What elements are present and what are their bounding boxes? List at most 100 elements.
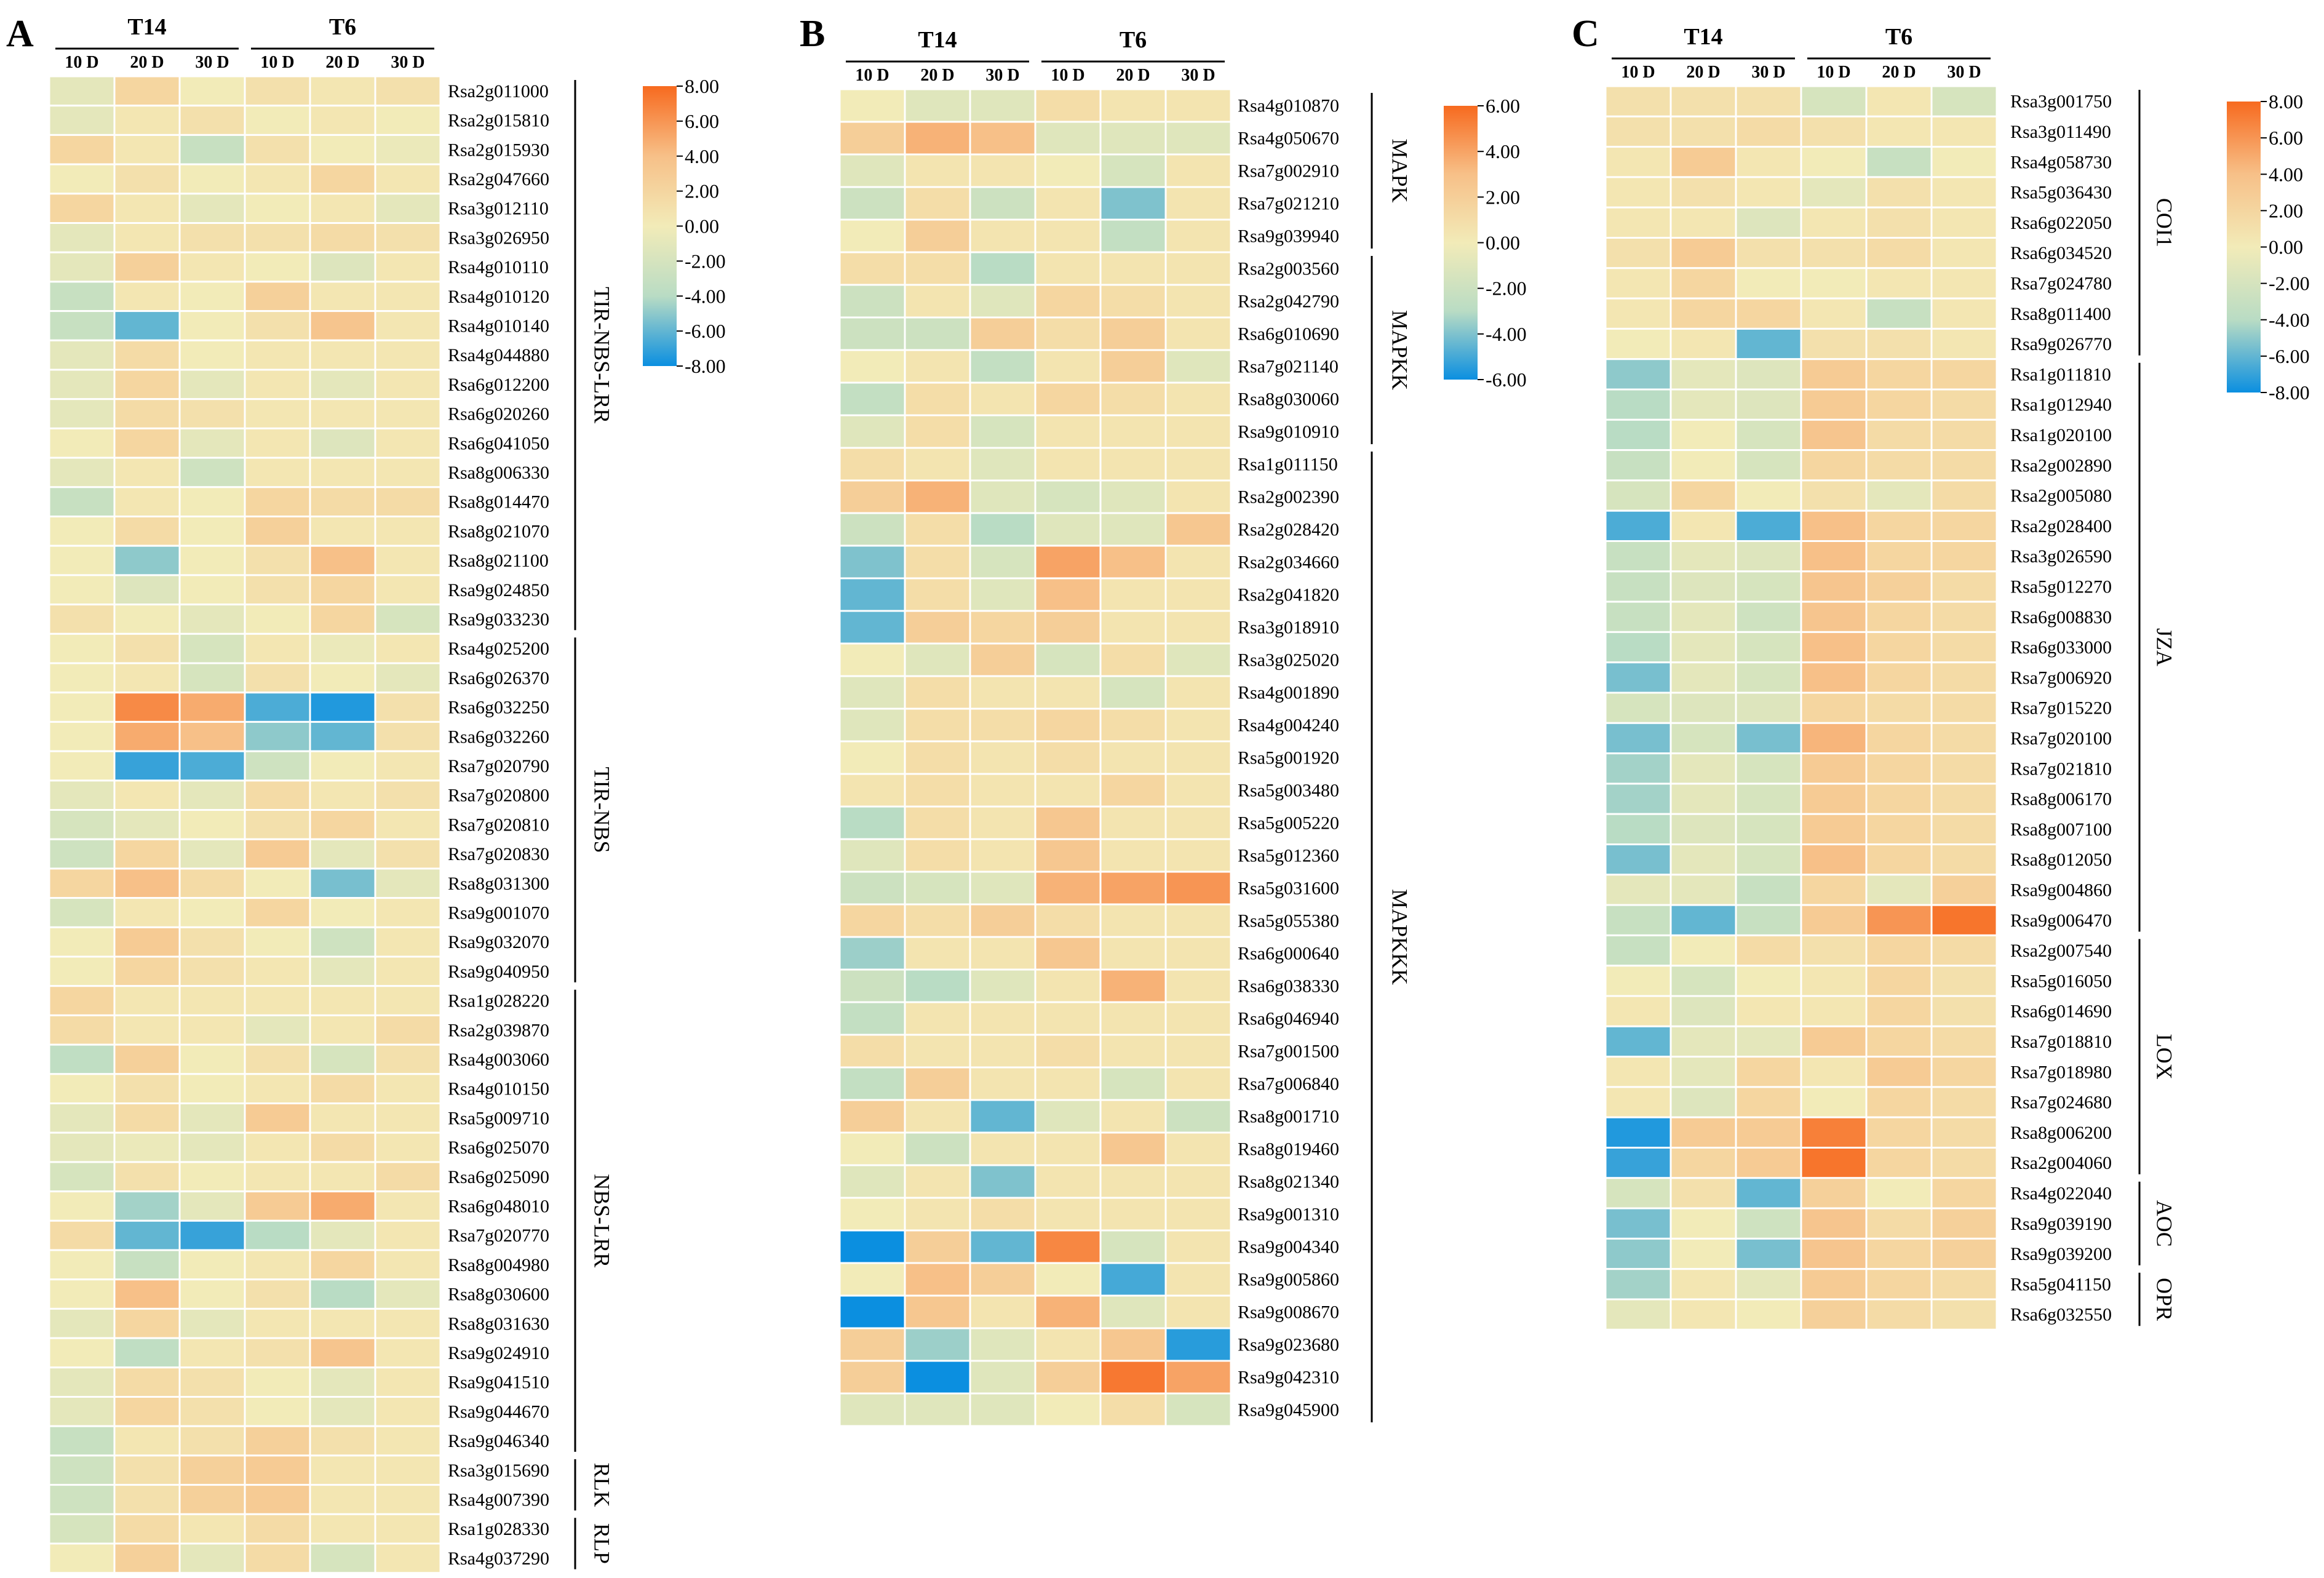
gene-label: Rsa6g032550	[2010, 1305, 2112, 1325]
heatmap-cell	[1930, 600, 1998, 633]
heatmap-cell	[113, 251, 181, 283]
heatmap-cell	[244, 1219, 311, 1251]
heatmap-cell	[1164, 153, 1232, 188]
gene-label: Rsa9g032070	[448, 932, 549, 952]
heatmap-cell	[969, 447, 1037, 482]
heatmap-cell	[1669, 327, 1737, 361]
heatmap-cell	[178, 867, 246, 899]
heatmap-cell	[838, 610, 906, 645]
heatmap-cell	[113, 1366, 181, 1398]
heatmap-cell	[969, 707, 1037, 743]
heatmap-cell	[1865, 934, 1933, 967]
heatmap-cell	[1099, 1034, 1167, 1069]
heatmap-cell	[113, 486, 181, 517]
heatmap-cell	[374, 632, 442, 664]
heatmap-cell	[1099, 186, 1167, 221]
heatmap-cell	[1669, 570, 1737, 603]
heatmap-cell	[1669, 1237, 1737, 1270]
heatmap-cell	[904, 773, 971, 808]
heatmap-cell	[1034, 1262, 1102, 1297]
heatmap-cell	[113, 516, 181, 547]
legend-tick-label: 6.00	[1486, 95, 1520, 117]
heatmap-cell	[969, 512, 1037, 547]
heatmap-cell	[1865, 813, 1933, 845]
gene-label: Rsa9g033230	[448, 609, 549, 629]
heatmap-cell	[1099, 381, 1167, 416]
heatmap-cell	[1669, 965, 1737, 997]
gene-label: Rsa9g041510	[448, 1373, 549, 1393]
heatmap-cell	[244, 398, 311, 429]
heatmap-cell	[1930, 874, 1998, 906]
heatmap-cell	[1604, 85, 1672, 118]
heatmap-cell	[1865, 237, 1933, 269]
gene-label: Rsa3g012110	[448, 199, 549, 219]
heatmap-cell	[1034, 1392, 1102, 1427]
gene-label: Rsa9g010910	[1238, 422, 1339, 442]
heatmap-cell	[969, 1392, 1037, 1427]
heatmap-cell	[1164, 936, 1232, 971]
heatmap-cell	[969, 577, 1037, 612]
gene-label: Rsa9g001310	[1238, 1205, 1339, 1225]
gene-label: Rsa1g028330	[448, 1519, 549, 1539]
heatmap-cell	[1735, 722, 1802, 755]
heatmap-cell	[244, 1014, 311, 1046]
heatmap-cell	[969, 1360, 1037, 1395]
heatmap-cell	[969, 610, 1037, 645]
heatmap-cell	[113, 1161, 181, 1193]
heatmap-cell	[48, 662, 116, 694]
heatmap-cell	[374, 1454, 442, 1486]
heatmap-cell	[48, 133, 116, 165]
heatmap-cell	[309, 544, 376, 576]
family-label: OPR	[2152, 1278, 2177, 1321]
heatmap-cell	[244, 1161, 311, 1193]
heatmap-cell	[178, 1131, 246, 1163]
heatmap-cell	[309, 691, 376, 723]
heatmap-cell	[1099, 479, 1167, 514]
heatmap-cell	[1034, 316, 1102, 351]
panel-letter: A	[6, 13, 34, 55]
heatmap-cell	[1930, 267, 1998, 300]
heatmap-cell	[1930, 1086, 1998, 1118]
heatmap-cell	[1099, 1327, 1167, 1362]
heatmap-cell	[1669, 1147, 1737, 1179]
heatmap-cell	[1099, 968, 1167, 1003]
gene-label: Rsa7g020810	[448, 815, 549, 835]
heatmap-cell	[113, 1337, 181, 1369]
gene-label: Rsa6g032250	[448, 698, 549, 718]
heatmap-cell	[1099, 1229, 1167, 1264]
heatmap-cell	[309, 574, 376, 606]
heatmap-cell	[1735, 540, 1802, 573]
heatmap-cell	[374, 456, 442, 488]
heatmap-cell	[1800, 449, 1868, 482]
heatmap-cell	[1865, 1025, 1933, 1058]
heatmap-cell	[48, 1366, 116, 1398]
gene-label: Rsa5g012270	[2010, 576, 2112, 597]
heatmap-cell	[178, 1219, 246, 1251]
heatmap-cell	[1034, 251, 1102, 286]
gene-label: Rsa2g047660	[448, 169, 549, 189]
gene-label: Rsa2g041820	[1238, 585, 1339, 605]
heatmap-cell	[374, 105, 442, 136]
heatmap-cell	[374, 1043, 442, 1075]
heatmap-panel-B: B T14 T6 10 D 20 D 30 D 10 D 20 D 30 D Rsa4g01087…	[800, 13, 1527, 1427]
heatmap-cell	[1735, 874, 1802, 906]
gene-label: Rsa8g006170	[2010, 789, 2112, 810]
heatmap-cell	[1604, 813, 1672, 845]
heatmap-cell	[1669, 1177, 1737, 1209]
heatmap-cell	[1164, 675, 1232, 710]
heatmap-cell	[113, 456, 181, 488]
heatmap-cell	[1604, 1207, 1672, 1240]
heatmap-cell	[1800, 267, 1868, 300]
heatmap-cell	[1735, 1056, 1802, 1088]
heatmap-cell	[1930, 965, 1998, 997]
heatmap-cell	[1865, 1298, 1933, 1331]
heatmap-cell	[904, 838, 971, 873]
heatmap-cell	[374, 750, 442, 782]
heatmap-cell	[969, 968, 1037, 1003]
heatmap-cell	[113, 427, 181, 459]
heatmap-cell	[1669, 783, 1737, 815]
heatmap-cell	[1930, 327, 1998, 361]
heatmap-cell	[374, 163, 442, 195]
heatmap-cell	[244, 720, 311, 752]
gene-label: Rsa4g010110	[448, 257, 549, 277]
